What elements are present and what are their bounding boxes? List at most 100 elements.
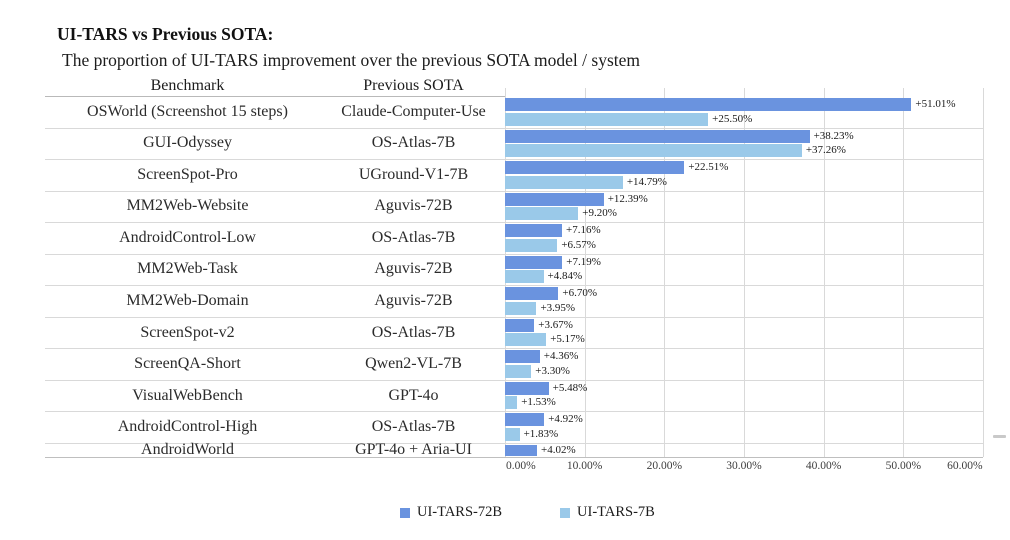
value-label-7b: +5.17% — [550, 333, 585, 346]
axis-tick-label: 40.00% — [805, 460, 842, 472]
bar-ui-tars-72b — [505, 318, 535, 332]
stray-dash — [993, 435, 1006, 438]
bar-ui-tars-72b — [505, 161, 685, 175]
bar-ui-tars-7b — [505, 301, 537, 315]
benchmark-label: GUI-Odyssey — [143, 134, 232, 152]
row-separator — [45, 127, 983, 129]
legend-swatch-7b-icon — [560, 507, 571, 518]
value-label-72b: +51.01% — [915, 98, 956, 110]
previous-sota-label: Aguvis-72B — [374, 197, 453, 215]
value-label-72b: +38.23% — [813, 129, 854, 142]
benchmark-label: MM2Web-Task — [137, 260, 238, 278]
benchmark-label: AndroidControl-High — [117, 418, 258, 436]
value-label-72b: +3.67% — [538, 318, 573, 331]
benchmark-label: ScreenSpot-Pro — [137, 165, 238, 183]
previous-sota-label: Aguvis-72B — [374, 260, 453, 278]
row-separator — [45, 159, 983, 161]
column-header-benchmark: Benchmark — [150, 77, 225, 94]
value-label-7b: +6.57% — [561, 238, 596, 251]
value-label-7b: +4.84% — [547, 270, 583, 283]
axis-tick-label: 30.00% — [726, 460, 762, 472]
previous-sota-label: GPT-4o + Aria-UI — [355, 441, 472, 458]
gridline — [823, 88, 825, 457]
bar-ui-tars-72b — [505, 444, 538, 456]
bar-ui-tars-72b — [505, 350, 540, 364]
gridline — [744, 88, 745, 457]
row-separator — [45, 442, 983, 444]
previous-sota-label: Claude-Computer-Use — [341, 102, 486, 120]
benchmark-label: MM2Web-Website — [126, 197, 249, 215]
legend-swatch-72b-icon — [400, 507, 410, 518]
bar-ui-tars-7b — [505, 427, 520, 441]
value-label-72b: +4.92% — [548, 413, 583, 426]
bar-ui-tars-7b — [505, 270, 544, 284]
row-separator — [45, 348, 983, 350]
bar-ui-tars-72b — [505, 224, 563, 238]
axis-tick-label: 0.00% — [506, 460, 536, 472]
value-label-7b: +14.79% — [626, 175, 667, 188]
chart-subtitle: The proportion of UI-TARS improvement ov… — [62, 50, 641, 70]
bar-ui-tars-7b — [505, 112, 709, 126]
bar-ui-tars-7b — [505, 238, 558, 252]
legend-label-7b: UI-TARS-7B — [577, 504, 655, 520]
value-label-72b: +7.16% — [566, 224, 601, 237]
legend-item-ui-tars-7b: UI-TARS-7B — [560, 504, 655, 521]
bar-ui-tars-7b — [505, 175, 623, 189]
bar-ui-tars-7b — [505, 207, 579, 221]
bar-ui-tars-72b — [505, 255, 563, 269]
previous-sota-label: Qwen2-VL-7B — [365, 355, 462, 373]
benchmark-label: OSWorld (Screenshot 15 steps) — [87, 102, 288, 120]
value-label-7b: +3.30% — [535, 364, 570, 377]
benchmark-label: AndroidControl-Low — [119, 228, 256, 246]
bar-ui-tars-72b — [505, 129, 810, 143]
value-label-7b: +1.53% — [521, 396, 556, 409]
benchmark-label: ScreenQA-Short — [134, 355, 241, 373]
row-separator — [45, 316, 983, 318]
value-label-7b: +3.95% — [540, 301, 576, 314]
bar-ui-tars-72b — [505, 98, 912, 111]
row-separator — [45, 285, 983, 287]
bar-ui-tars-72b — [505, 381, 549, 395]
gridline — [664, 88, 666, 457]
axis-tick-label: 10.00% — [566, 460, 603, 472]
row-separator — [45, 222, 983, 224]
value-label-72b: +5.48% — [552, 381, 588, 394]
axis-tick-label: 50.00% — [885, 460, 922, 472]
previous-sota-label: OS-Atlas-7B — [371, 323, 456, 341]
value-label-72b: +22.51% — [688, 161, 729, 174]
legend-item-ui-tars-72b: UI-TARS-72B — [400, 504, 502, 521]
bar-ui-tars-72b — [505, 413, 545, 427]
bar-ui-tars-7b — [505, 396, 518, 410]
row-separator — [45, 379, 983, 381]
benchmark-label: AndroidWorld — [141, 441, 234, 458]
value-label-7b: +1.83% — [523, 427, 559, 440]
column-header-previous-sota: Previous SOTA — [363, 77, 464, 94]
axis-baseline — [45, 457, 983, 458]
previous-sota-label: OS-Atlas-7B — [371, 134, 456, 152]
value-label-7b: +25.50% — [712, 112, 753, 125]
gridline — [983, 88, 984, 457]
value-label-72b: +6.70% — [562, 287, 597, 300]
bar-ui-tars-7b — [505, 333, 547, 347]
value-label-72b: +4.02% — [541, 443, 576, 456]
previous-sota-label: OS-Atlas-7B — [371, 418, 456, 436]
legend: UI-TARS-72B UI-TARS-7B — [400, 504, 655, 521]
benchmark-label: MM2Web-Domain — [126, 292, 249, 310]
row-separator — [45, 253, 983, 255]
row-separator — [45, 190, 983, 192]
value-label-7b: +37.26% — [805, 144, 846, 157]
chart-title: UI-TARS vs Previous SOTA: — [57, 24, 274, 44]
row-separator — [45, 411, 983, 413]
previous-sota-label: OS-Atlas-7B — [371, 228, 456, 246]
benchmark-label: ScreenSpot-v2 — [140, 323, 235, 341]
benchmark-label: VisualWebBench — [132, 386, 243, 404]
bar-ui-tars-72b — [505, 287, 559, 301]
bar-ui-tars-72b — [505, 192, 604, 206]
value-label-7b: +9.20% — [582, 207, 617, 220]
axis-tick-label: 60.00% — [947, 460, 983, 472]
gridline — [903, 88, 905, 457]
value-label-72b: +12.39% — [607, 192, 648, 205]
previous-sota-label: Aguvis-72B — [374, 292, 453, 310]
bar-ui-tars-7b — [505, 364, 532, 378]
